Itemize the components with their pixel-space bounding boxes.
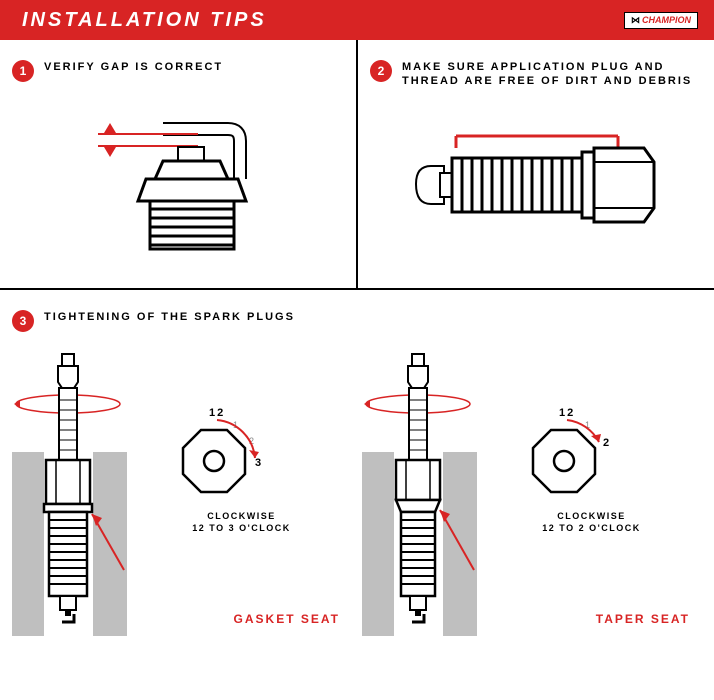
step-2-head: 2 Make sure application plug and thread … [370,60,702,89]
step-2-text: Make sure application plug and thread ar… [402,60,702,89]
taper-plug-svg [362,346,477,636]
taper-clock-svg: 12 1 2 [499,388,629,528]
brand-text: CHAMPION [642,15,691,25]
taper-plug-diagram [362,346,477,636]
taper-seat-col: 12 1 2 CLOCKWISE 12 TO 2 O'CLOCK TAPER S… [362,346,702,636]
taper-clockwise-label: CLOCKWISE [557,511,626,521]
gasket-clock-svg: 12 1 2 3 [149,388,279,528]
clock-2-label: 2 [603,437,611,449]
gasket-clock-caption: CLOCKWISE 12 TO 3 O'CLOCK [192,511,291,534]
step-2-badge: 2 [370,60,392,82]
gasket-plug-svg [12,346,127,636]
step-3-badge: 3 [12,310,34,332]
gap-diagram-svg [68,101,288,251]
step-3-head: 3 Tightening of the spark plugs [12,310,702,332]
header-bar: INSTALLATION TIPS ⋈CHAMPION [0,0,714,40]
gasket-clockwise-label: CLOCKWISE [207,511,276,521]
step-1-text: Verify gap is correct [44,60,223,74]
gasket-clock-diagram: 12 1 2 3 CLOCKWISE 12 TO 3 O'CLOCK [131,346,352,636]
step-3-panel: 3 Tightening of the spark plugs [0,290,714,656]
gasket-range-label: 12 TO 3 O'CLOCK [192,523,291,533]
brand-bowtie-icon: ⋈ [631,15,640,26]
brand-logo: ⋈CHAMPION [624,12,698,29]
gasket-plug-diagram [12,346,127,636]
step-3-text: Tightening of the spark plugs [44,310,295,324]
taper-clock-caption: CLOCKWISE 12 TO 2 O'CLOCK [542,511,641,534]
step-1-diagram [12,96,344,256]
thread-diagram-svg [396,118,676,248]
taper-range-label: 12 TO 2 O'CLOCK [542,523,641,533]
gasket-seat-col: 12 1 2 3 CLOCKWISE 12 TO 3 O'CLOCK GASKE… [12,346,352,636]
gasket-seat-label: GASKET SEAT [234,612,340,626]
clock-3-label: 3 [255,457,263,469]
step-1-badge: 1 [12,60,34,82]
step-2-panel: 2 Make sure application plug and thread … [358,40,714,288]
step-1-head: 1 Verify gap is correct [12,60,344,82]
clock-12-label: 12 [559,407,575,419]
tightening-diagrams: 12 1 2 3 CLOCKWISE 12 TO 3 O'CLOCK GASKE… [12,346,702,636]
clock-12-label: 12 [209,407,225,419]
top-row: 1 Verify gap is correct [0,40,714,290]
step-2-diagram [370,103,702,263]
step-1-panel: 1 Verify gap is correct [0,40,358,288]
taper-clock-diagram: 12 1 2 CLOCKWISE 12 TO 2 O'CLOCK [481,346,702,636]
taper-seat-label: TAPER SEAT [596,612,690,626]
page-title: INSTALLATION TIPS [22,9,267,32]
